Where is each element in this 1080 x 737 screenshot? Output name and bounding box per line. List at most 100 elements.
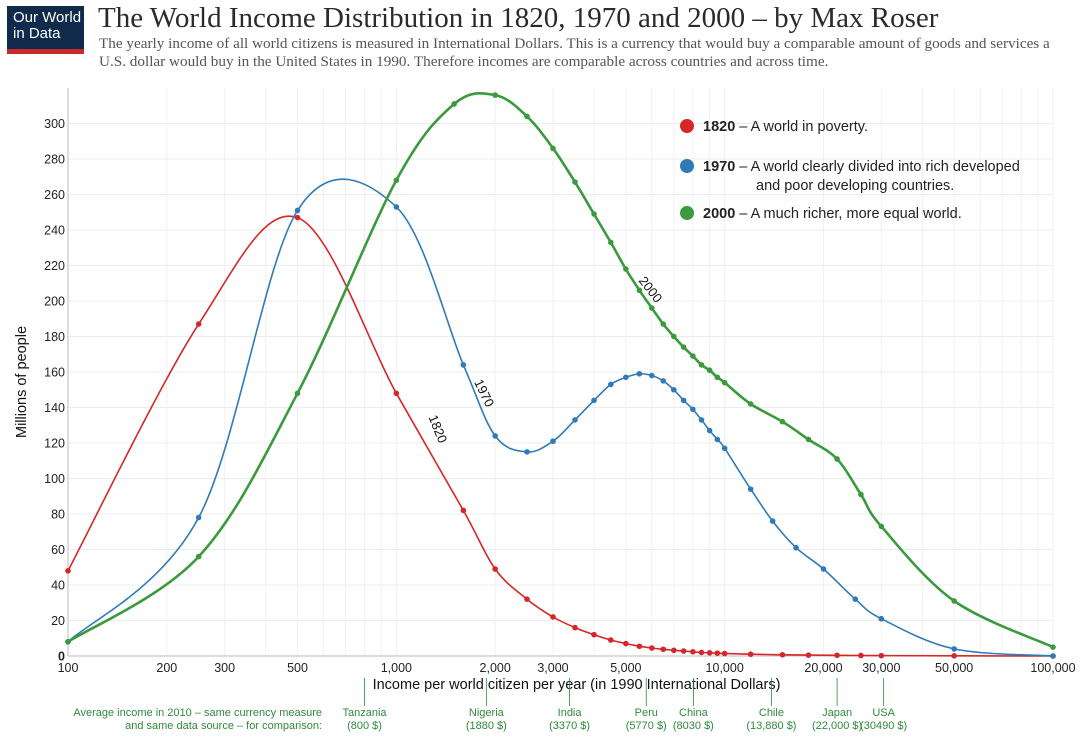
data-point-1970 xyxy=(550,438,556,445)
reference-income: (5770 $) xyxy=(626,720,667,732)
data-point-1970 xyxy=(680,397,687,404)
reference-income: (30490 $) xyxy=(860,720,907,732)
x-tick-label: 20,000 xyxy=(804,661,842,675)
data-point-1970 xyxy=(524,449,530,455)
data-point-1820 xyxy=(524,596,530,602)
data-point-2000 xyxy=(698,362,705,368)
chart-title: The World Income Distribution in 1820, 1… xyxy=(98,2,939,34)
data-point-1820 xyxy=(623,640,629,647)
series-line-1820 xyxy=(67,215,1054,657)
y-tick-label: 180 xyxy=(44,330,65,344)
data-point-2000 xyxy=(671,333,677,340)
legend-text-2000: – A much richer, more equal world. xyxy=(735,206,961,222)
data-point-1970 xyxy=(1050,653,1056,659)
y-tick-label: 220 xyxy=(44,259,65,273)
reference-income: (8030 $) xyxy=(673,720,714,732)
y-tick-label: 260 xyxy=(44,188,65,202)
data-point-2000 xyxy=(1050,644,1056,650)
logo-line-2: in Data xyxy=(13,25,61,42)
data-point-2000 xyxy=(649,305,655,311)
data-point-1820 xyxy=(393,390,400,397)
legend-marker-2000 xyxy=(680,206,694,220)
y-tick-label: 240 xyxy=(44,224,65,238)
data-point-1820 xyxy=(671,647,677,654)
reference-income: (13,880 $) xyxy=(746,720,796,732)
data-point-2000 xyxy=(714,374,721,381)
data-point-1970 xyxy=(636,370,643,377)
data-point-2000 xyxy=(492,92,498,98)
x-tick-label: 1,000 xyxy=(381,661,412,675)
reference-country: Chile xyxy=(759,707,784,719)
data-point-1970 xyxy=(769,518,776,524)
data-point-1820 xyxy=(721,650,728,657)
y-tick-label: 120 xyxy=(44,437,65,451)
legend-year-1820: 1820 xyxy=(703,119,735,135)
y-tick-label: 80 xyxy=(51,508,65,522)
reference-income: (1880 $) xyxy=(466,720,507,732)
x-tick-label: 5,000 xyxy=(610,661,641,675)
series-line-1970 xyxy=(67,178,1054,657)
legend-text-1970: – A world clearly divided into rich deve… xyxy=(735,159,1020,175)
data-point-2000 xyxy=(623,266,629,272)
data-point-2000 xyxy=(680,344,687,350)
y-tick-label: 160 xyxy=(44,366,65,380)
x-tick-label: 100,000 xyxy=(1030,661,1075,675)
data-point-1820 xyxy=(805,652,812,658)
data-point-1970 xyxy=(706,427,713,434)
data-point-2000 xyxy=(878,523,885,530)
owid-logo: Our World in Data xyxy=(7,6,84,54)
reference-income: (22,000 $) xyxy=(812,720,862,732)
data-point-2000 xyxy=(805,436,812,443)
data-point-1970 xyxy=(460,362,467,368)
curve-label-1820: 1820 xyxy=(426,413,451,445)
data-point-2000 xyxy=(550,145,556,152)
legend-year-2000: 2000 xyxy=(703,206,735,222)
data-point-2000 xyxy=(393,177,400,184)
reference-country: Peru xyxy=(635,707,658,719)
series-points xyxy=(65,92,1056,659)
data-point-1970 xyxy=(793,544,799,551)
x-tick-label: 500 xyxy=(287,661,308,675)
legend-item-1970-line2: and poor developing countries. xyxy=(756,178,954,194)
data-point-2000 xyxy=(636,287,643,294)
data-point-2000 xyxy=(608,239,614,246)
y-tick-label: 20 xyxy=(51,614,65,628)
reference-title-line1: Average income in 2010 – same currency m… xyxy=(73,707,322,719)
data-point-1820 xyxy=(660,646,667,653)
data-point-1820 xyxy=(591,631,597,638)
data-point-1820 xyxy=(195,321,202,327)
reference-country: Japan xyxy=(822,707,852,719)
legend-marker-1970 xyxy=(680,159,694,173)
data-point-1970 xyxy=(649,372,655,379)
data-point-2000 xyxy=(65,639,71,645)
data-point-1970 xyxy=(195,514,202,521)
data-point-2000 xyxy=(706,367,713,374)
data-point-1820 xyxy=(951,653,957,659)
legend-text-1820: – A world in poverty. xyxy=(735,119,868,135)
legend: 1820 – A world in poverty. 1970 – A world… xyxy=(680,119,1020,222)
data-point-1820 xyxy=(294,214,301,221)
data-point-2000 xyxy=(690,353,696,359)
data-point-1970 xyxy=(671,386,677,393)
y-tick-label: 40 xyxy=(51,579,65,593)
reference-title-line2: and same data source – for comparison: xyxy=(125,720,322,732)
y-tick-label: 0 xyxy=(58,650,65,664)
data-point-1970 xyxy=(852,596,859,602)
data-point-1820 xyxy=(636,643,643,650)
data-point-1970 xyxy=(591,397,597,404)
data-point-2000 xyxy=(591,211,597,217)
data-point-1970 xyxy=(393,204,400,210)
x-axis-title: Income per world citizen per year (in 19… xyxy=(373,677,781,693)
data-point-2000 xyxy=(779,418,786,425)
legend-year-1970: 1970 xyxy=(703,159,735,175)
data-point-1820 xyxy=(698,649,705,656)
data-point-1820 xyxy=(460,507,467,514)
data-point-1970 xyxy=(721,445,728,452)
x-tick-label: 2,000 xyxy=(480,661,511,675)
data-point-1970 xyxy=(690,406,696,413)
data-point-1820 xyxy=(747,651,754,658)
reference-country: China xyxy=(679,707,709,719)
data-point-1970 xyxy=(492,433,498,439)
legend-item-2000: 2000 – A much richer, more equal world. xyxy=(703,206,962,222)
legend-marker-1820 xyxy=(680,119,694,133)
